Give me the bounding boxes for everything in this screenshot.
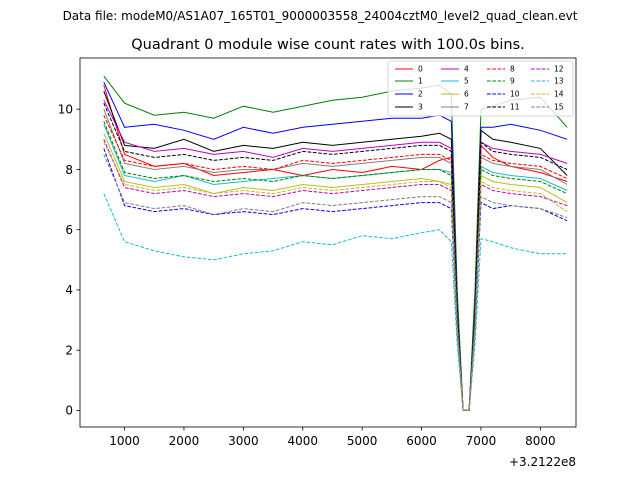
legend-label-3: 3 (418, 103, 423, 112)
legend-label-6: 6 (464, 90, 469, 99)
series-line-11 (103, 103, 568, 411)
series-line-6 (103, 133, 568, 411)
series-line-10 (103, 148, 568, 411)
plot-area-frame (79, 57, 577, 428)
legend-label-13: 13 (554, 77, 564, 86)
y-axis-ticks: 0 2 4 6 8 10 (58, 103, 80, 418)
x-tick-label: 6000 (406, 434, 437, 448)
chart-title: Quadrant 0 module wise count rates with … (131, 37, 525, 53)
x-axis-ticks: 1000 2000 3000 4000 5000 6000 7000 8000 (109, 427, 556, 448)
y-tick-label: 10 (58, 103, 73, 117)
legend-label-10: 10 (510, 90, 520, 99)
series-line-15 (103, 154, 568, 411)
legend-label-2: 2 (418, 90, 423, 99)
x-tick-label: 8000 (525, 434, 556, 448)
legend-label-11: 11 (510, 103, 520, 112)
series-line-9 (103, 121, 568, 411)
series-line-12 (103, 139, 568, 411)
x-tick-label: 2000 (169, 434, 200, 448)
legend-label-0: 0 (418, 65, 423, 74)
legend-label-5: 5 (464, 77, 469, 86)
y-tick-label: 2 (65, 343, 73, 357)
series-line-3 (103, 90, 568, 411)
legend-label-1: 1 (418, 77, 423, 86)
series-line-14 (103, 142, 568, 411)
x-tick-label: 4000 (287, 434, 318, 448)
series-line-4 (103, 99, 568, 411)
legend-frame (387, 60, 574, 117)
series-lines (103, 75, 568, 411)
series-line-2 (103, 81, 568, 411)
legend-label-7: 7 (464, 103, 469, 112)
legend-label-14: 14 (554, 90, 564, 99)
legend-label-8: 8 (510, 65, 515, 74)
series-line-0 (103, 84, 568, 411)
x-tick-label: 1000 (109, 434, 140, 448)
series-line-13 (103, 193, 568, 411)
series-line-8 (103, 114, 568, 411)
x-axis-offset-label: +3.2122e8 (509, 455, 576, 469)
x-tick-label: 3000 (228, 434, 259, 448)
legend-label-9: 9 (510, 77, 515, 86)
x-tick-label: 7000 (466, 434, 497, 448)
x-tick-label: 5000 (347, 434, 378, 448)
y-tick-label: 0 (65, 404, 73, 418)
y-tick-label: 4 (65, 283, 73, 297)
legend-label-15: 15 (554, 103, 564, 112)
figure-suptitle: Data file: modeM0/AS1A07_165T01_90000035… (63, 9, 578, 23)
series-line-7 (103, 109, 568, 411)
legend-label-12: 12 (554, 65, 564, 74)
y-tick-label: 8 (65, 163, 73, 177)
legend-label-4: 4 (464, 65, 469, 74)
y-tick-label: 6 (65, 223, 73, 237)
